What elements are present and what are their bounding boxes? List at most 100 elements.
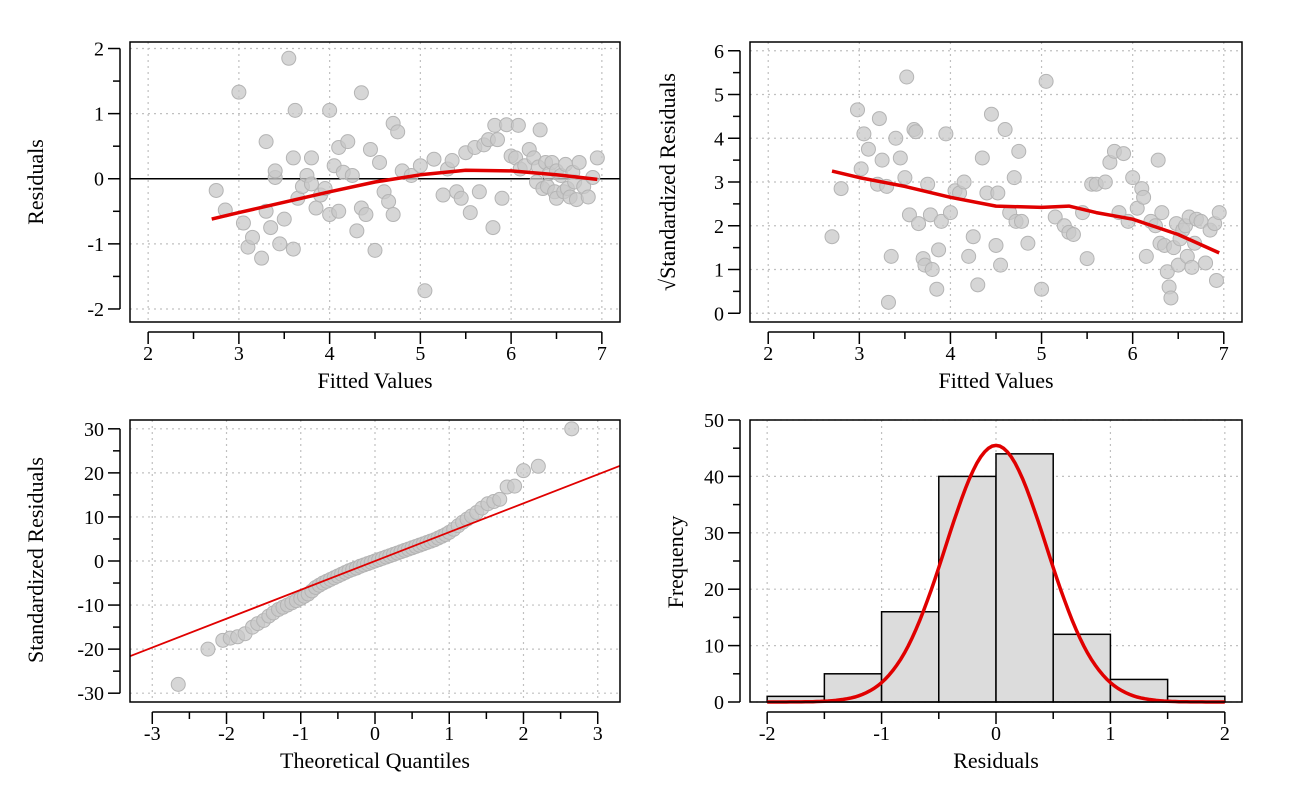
panel4-y-tick-label: 10	[704, 636, 724, 658]
panel3-y-tick-label: 30	[84, 419, 104, 441]
panel4-histogram-bar	[880, 611, 940, 703]
panel2-data-point	[1047, 209, 1063, 225]
panel4-x-tick-label: 1	[1105, 723, 1115, 745]
residuals-vs-fitted-panel: Fitted Values Residuals 2 3 4 5 6 7 -2 -1 0 1 2	[23, 39, 621, 393]
panel1-frame	[129, 41, 621, 323]
panel2-data-point	[924, 262, 940, 277]
panel1-y-tick-label: -2	[87, 299, 104, 321]
panel2-data-point	[942, 205, 958, 221]
panel3-x-axis-label: Theoretical Quantiles	[280, 748, 470, 773]
panel1-y-axis-label: Residuals	[23, 139, 48, 225]
panel2-data-point	[1138, 248, 1154, 264]
panel2-data-point	[1038, 73, 1054, 89]
panel1-x-tick-label: 4	[325, 343, 335, 365]
panel3-x-tick-label: 3	[593, 723, 603, 745]
panel1-data-point	[272, 236, 288, 252]
panel1-data-point	[308, 200, 324, 216]
panel1-data-point	[435, 187, 451, 203]
panel3-data-point	[515, 463, 531, 479]
panel1-data-point	[417, 283, 433, 299]
panel2-data-point	[933, 213, 949, 229]
panel1-data-point	[490, 132, 505, 148]
panel2-data-point	[1014, 213, 1030, 229]
panel4-x-tick-label: 2	[1220, 723, 1230, 745]
panel2-x-tick-label: 6	[1128, 343, 1138, 365]
panel3-reference-line	[129, 464, 621, 658]
panel4-x-tick-label: -1	[873, 723, 890, 745]
panel4-y-axis-label: Frequency	[663, 516, 688, 609]
panel4-x-tick-label: 0	[991, 723, 1001, 745]
panel2-y-tick-label: 1	[714, 260, 724, 282]
panel4-y-tick-label: 0	[714, 692, 724, 714]
panel2-data-point	[1116, 146, 1132, 162]
panel1-x-tick-label: 3	[234, 343, 244, 365]
panel2-data-point	[1006, 170, 1022, 186]
panel1-x-tick-label: 7	[597, 343, 607, 365]
panel2-y-axis-label: √Standardized Residuals	[655, 73, 680, 291]
panel1-data-point	[235, 215, 251, 231]
panel2-data-point	[956, 174, 972, 190]
panel2-data-point	[1034, 281, 1050, 297]
panel2-y-tick-label: 3	[714, 172, 724, 194]
panel1-data-point	[580, 189, 596, 205]
panel1-data-point	[485, 220, 501, 236]
panel3-x-tick-label: 2	[518, 723, 528, 745]
panel4-frame	[749, 419, 1243, 703]
panel2-data-point	[871, 111, 887, 127]
panel1-data-point	[381, 194, 397, 210]
panel2-data-point	[974, 150, 990, 166]
panel3-data-point	[507, 478, 523, 494]
panel1-data-point	[331, 203, 347, 219]
panel4-y-tick-label: 50	[704, 410, 724, 432]
panel2-data-point	[931, 242, 947, 258]
panel4-histogram-bar	[938, 475, 997, 703]
panel1-x-tick-label: 6	[506, 343, 516, 365]
panel1-data-point	[258, 134, 274, 150]
panel1-data-point	[510, 117, 526, 133]
panel1-data-point	[285, 150, 301, 166]
panel1-data-point	[453, 190, 469, 206]
panel1-data-point	[276, 211, 292, 227]
panel2-data-point	[883, 248, 899, 264]
panel2-x-tick-label: 2	[763, 343, 773, 365]
panel2-data-point	[1154, 205, 1170, 221]
panel3-y-tick-label: -30	[77, 683, 104, 705]
panel2-data-point	[892, 150, 908, 166]
panel3-y-tick-label: 0	[94, 551, 104, 573]
panel3-data-point	[170, 676, 186, 692]
panel1-data-point	[390, 124, 406, 140]
panel1-data-point	[208, 182, 224, 198]
panel1-data-point	[353, 85, 369, 101]
panel3-y-axis-label: Standardized Residuals	[23, 457, 48, 663]
panel4-y-tick-label: 40	[704, 466, 724, 488]
panel2-data-point	[880, 294, 896, 310]
scale-location-panel: Fitted Values √Standardized Residuals 2 3…	[655, 41, 1243, 393]
panel2-data-point	[922, 207, 938, 223]
panel1-smooth-line	[211, 168, 598, 221]
panel3-x-tick-label: -2	[218, 723, 235, 745]
panel2-data-point	[911, 216, 927, 232]
panel1-data-point	[362, 141, 378, 157]
panel4-density-curve	[767, 443, 1225, 704]
panel3-x-tick-label: -1	[292, 723, 309, 745]
panel4-x-tick-label: -2	[759, 723, 776, 745]
panel3-y-tick-label: 20	[84, 463, 104, 485]
panel2-data-point	[988, 237, 1004, 253]
panel2-data-point	[1065, 227, 1081, 242]
panel1-data-point	[287, 102, 303, 118]
panel2-y-tick-label: 0	[714, 303, 724, 325]
panel1-data-point	[532, 122, 548, 138]
panel2-data-point	[1136, 189, 1152, 205]
panel2-data-point	[1163, 290, 1179, 306]
panel3-y-tick-label: -10	[77, 595, 104, 617]
panel2-data-point	[1097, 174, 1113, 190]
panel1-data-point	[303, 176, 319, 192]
panel4-y-tick-label: 30	[704, 523, 724, 545]
panel2-data-point	[853, 161, 869, 177]
panel2-y-tick-label: 4	[714, 128, 724, 150]
panel4-x-axis-label: Residuals	[953, 748, 1039, 773]
panel2-data-point	[1125, 170, 1141, 186]
panel2-data-point	[874, 152, 890, 168]
